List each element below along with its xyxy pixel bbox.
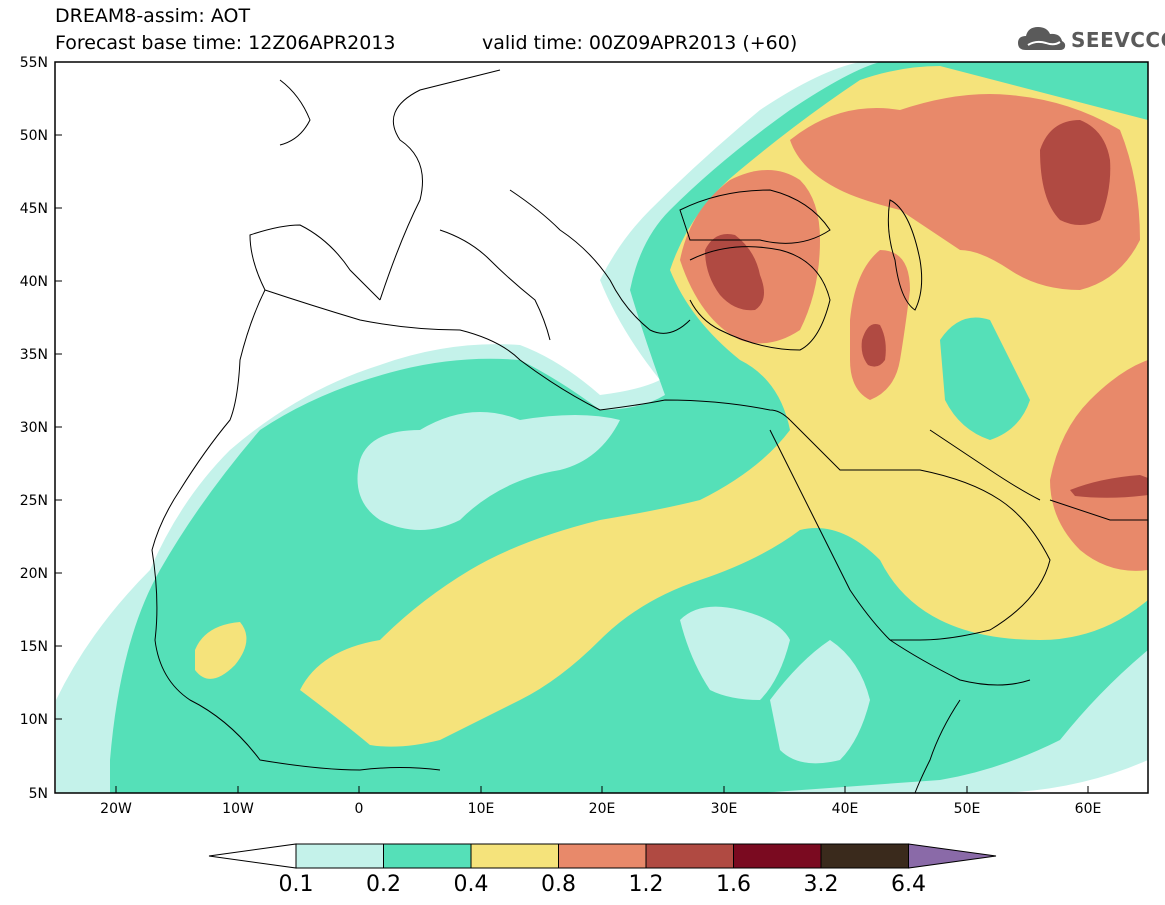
forecast-base-time: Forecast base time: 12Z06APR2013 bbox=[55, 32, 396, 54]
coast-black-sea bbox=[679, 189, 831, 244]
colorbar-swatch bbox=[383, 843, 472, 869]
cloud-icon bbox=[1018, 27, 1066, 50]
lat-label: 40N bbox=[20, 274, 48, 290]
lat-axis: 55N 50N 45N 40N 35N 30N 25N 20N 15N 10N … bbox=[20, 55, 62, 802]
lat-label: 35N bbox=[20, 347, 48, 363]
coast-turkey bbox=[689, 246, 831, 351]
aot-green-iran bbox=[940, 317, 1030, 440]
aot-contour-1.2 bbox=[705, 234, 764, 311]
coast-balkans bbox=[509, 189, 691, 334]
seevccc-logo: SEEVCCC bbox=[1016, 22, 1165, 56]
coast-britain bbox=[279, 79, 311, 146]
colorbar-swatch bbox=[820, 843, 909, 869]
colorbar-swatch bbox=[733, 843, 822, 869]
colorbar-low-arrow bbox=[208, 843, 297, 869]
lon-label: 10W bbox=[222, 801, 254, 817]
lon-label: 30E bbox=[711, 801, 738, 817]
lon-label: 40E bbox=[832, 801, 859, 817]
lat-label: 55N bbox=[20, 55, 48, 71]
colorbar-swatch bbox=[558, 843, 647, 869]
colorbar-label: 0.1 bbox=[278, 872, 314, 897]
lat-label: 30N bbox=[20, 420, 48, 436]
coastlines bbox=[151, 69, 1148, 793]
map-title: DREAM8-assim: AOT bbox=[55, 5, 251, 27]
aot-hole-sudan bbox=[680, 606, 790, 700]
lat-label: 50N bbox=[20, 128, 48, 144]
coast-horn-africa bbox=[889, 639, 1031, 686]
colorbar-label: 1.2 bbox=[628, 872, 664, 897]
aot-dark-kazakhstan bbox=[1040, 120, 1111, 225]
logo-text: SEEVCCC bbox=[1071, 28, 1165, 52]
colorbar bbox=[208, 843, 997, 869]
lat-label: 10N bbox=[20, 712, 48, 728]
coast-italy bbox=[439, 229, 551, 341]
colorbar-label: 0.4 bbox=[453, 872, 489, 897]
coast-pakistan bbox=[1049, 499, 1148, 521]
coast-caspian bbox=[887, 199, 923, 311]
coast-iberia bbox=[249, 224, 381, 301]
lon-axis: 20W 10W 0 10E 20E 30E 40E 50E 60E bbox=[100, 786, 1101, 817]
lat-label: 25N bbox=[20, 493, 48, 509]
lon-label: 60E bbox=[1075, 801, 1102, 817]
colorbar-label: 6.4 bbox=[891, 872, 926, 897]
colorbar-label: 1.6 bbox=[716, 872, 751, 897]
lat-label: 20N bbox=[20, 566, 48, 582]
lon-label: 0 bbox=[355, 801, 364, 817]
colorbar-label: 3.2 bbox=[803, 872, 839, 897]
aot-field bbox=[56, 62, 1148, 793]
coast-europe bbox=[379, 69, 501, 301]
lat-label: 5N bbox=[29, 786, 48, 802]
lat-label: 15N bbox=[20, 639, 48, 655]
aot-orange-pakistan bbox=[1050, 360, 1148, 571]
lon-label: 10E bbox=[468, 801, 495, 817]
aot-dark-iraq bbox=[861, 324, 886, 367]
lon-label: 50E bbox=[954, 801, 981, 817]
colorbar-high-arrow bbox=[908, 843, 997, 869]
coast-north-africa bbox=[264, 289, 791, 421]
aot-hole-sahara bbox=[357, 412, 620, 530]
aot-dark-pakistan bbox=[1070, 475, 1148, 498]
lat-label: 45N bbox=[20, 201, 48, 217]
coast-red-sea bbox=[769, 429, 891, 641]
colorbar-label: 0.8 bbox=[541, 872, 576, 897]
coast-persian-gulf bbox=[929, 429, 1041, 501]
colorbar-swatch bbox=[645, 843, 734, 869]
colorbar-swatch bbox=[295, 843, 384, 869]
lon-label: 20E bbox=[589, 801, 616, 817]
coast-arabia bbox=[789, 419, 1051, 641]
colorbar-label: 0.2 bbox=[366, 872, 401, 897]
aot-yellow-westafrica bbox=[195, 622, 247, 679]
coast-east-africa bbox=[914, 699, 961, 793]
aot-hole-redsea bbox=[770, 640, 870, 764]
lon-label: 20W bbox=[100, 801, 132, 817]
colorbar-swatch bbox=[470, 843, 559, 869]
aot-contour-0.4 bbox=[300, 66, 1148, 747]
coast-west-africa bbox=[151, 289, 441, 771]
valid-time: valid time: 00Z09APR2013 (+60) bbox=[482, 32, 798, 54]
